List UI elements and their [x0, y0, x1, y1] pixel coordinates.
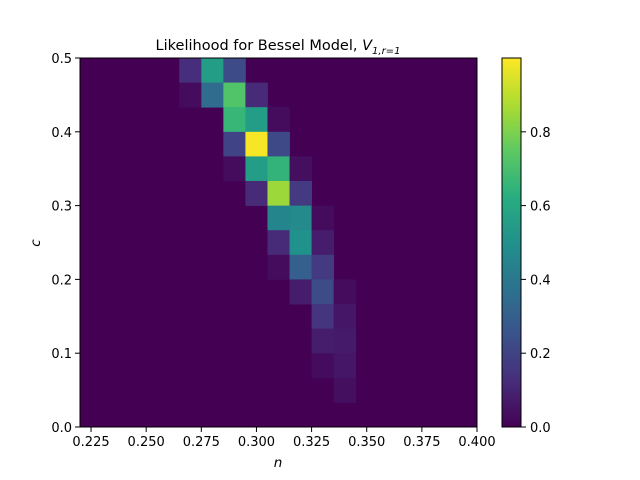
heatmap-cell [267, 205, 290, 231]
heatmap-cell [223, 82, 246, 108]
y-axis: 0.0 0.1 0.2 0.3 0.4 0.5 [51, 52, 80, 436]
x-tick-label: 0.225 [72, 435, 109, 450]
heatmap-cell [311, 353, 335, 379]
y-axis-label: c [28, 239, 44, 247]
heatmap-cell [289, 205, 312, 231]
heatmap-cell [289, 279, 312, 305]
heatmap-cell [223, 156, 246, 182]
heatmap-cell [333, 279, 357, 305]
heatmap-cell [267, 107, 290, 133]
heatmap-cell [267, 180, 290, 206]
x-tick-label: 0.300 [238, 435, 275, 450]
heatmap-cell [179, 82, 202, 108]
heatmap-cell [223, 131, 246, 157]
heatmap-cell [311, 230, 335, 256]
x-tick-label: 0.400 [458, 435, 495, 450]
x-tick-label: 0.375 [403, 435, 440, 450]
x-axis-label: n [274, 455, 283, 471]
y-tick-label: 0.5 [51, 52, 72, 67]
heatmap-cell [179, 58, 202, 84]
heatmap-cell [289, 156, 312, 182]
heatmap-cell [311, 328, 335, 354]
chart-title: Likelihood for Bessel Model, V1,r=1 [156, 38, 401, 57]
y-tick-label: 0.4 [51, 126, 72, 141]
heatmap-cell [289, 230, 312, 256]
heatmap-cell [223, 107, 246, 133]
x-tick-label: 0.275 [183, 435, 220, 450]
heatmap-cell [245, 107, 268, 133]
heatmap-cell [245, 156, 268, 182]
x-tick-label: 0.325 [293, 435, 330, 450]
heatmap-cell [311, 304, 335, 329]
heatmap-cell [245, 180, 268, 206]
x-tick-label: 0.250 [128, 435, 165, 450]
heatmap-cell [245, 82, 268, 108]
heatmap-cell [311, 279, 335, 305]
plot-frame [79, 57, 478, 428]
colorbar [501, 57, 522, 428]
x-axis: 0.225 0.250 0.275 0.300 0.325 0.350 0.375 0.400 [72, 427, 496, 450]
heatmap-cell [333, 304, 357, 329]
colorbar-tick-label: 0.8 [530, 126, 551, 141]
y-tick-label: 0.1 [51, 347, 72, 362]
colorbar-tick-label: 0.6 [530, 200, 551, 215]
heatmap-cell [333, 377, 357, 403]
heatmap-cell [311, 254, 335, 280]
heatmap-cell [267, 254, 290, 280]
heatmap-cell [267, 131, 290, 157]
colorbar-tick-label: 0.0 [530, 421, 551, 436]
colorbar-tick-label: 0.2 [530, 347, 551, 362]
heatmap-cell [223, 58, 246, 84]
x-tick-label: 0.350 [348, 435, 385, 450]
y-tick-label: 0.0 [51, 421, 72, 436]
plot-area [80, 58, 477, 427]
heatmap-cell [245, 131, 268, 157]
heatmap-cell [311, 205, 335, 231]
heatmap-cell [289, 254, 312, 280]
heatmap-cell [201, 82, 224, 108]
colorbar-tick-label: 0.4 [530, 273, 551, 288]
heatmap-cell [333, 328, 357, 354]
colorbar-axis: 0.0 0.2 0.4 0.6 0.8 [521, 126, 551, 436]
y-tick-label: 0.2 [51, 273, 72, 288]
heatmap-cell [267, 156, 290, 182]
y-tick-label: 0.3 [51, 200, 72, 215]
heatmap-cell [333, 353, 357, 379]
heatmap-cell [201, 58, 224, 84]
heatmap-cell [267, 230, 290, 256]
heatmap-cell [289, 180, 312, 206]
